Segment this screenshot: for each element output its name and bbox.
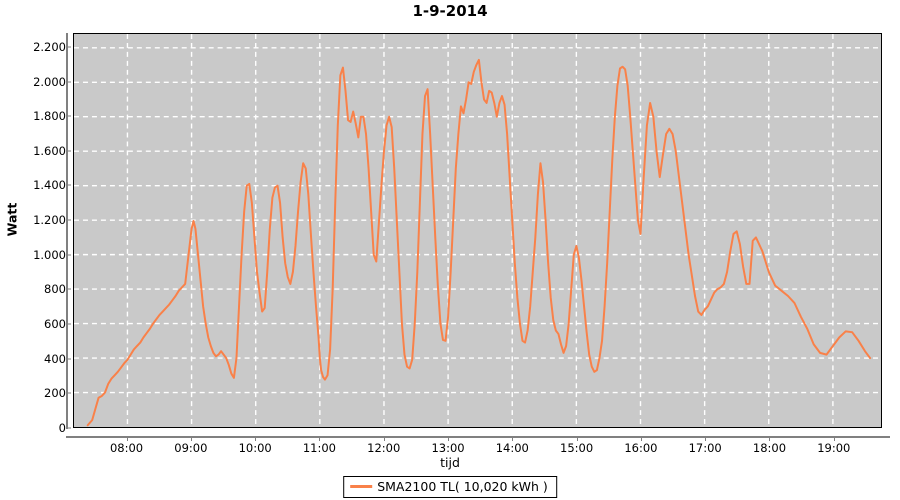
chart-legend: SMA2100 TL( 10,020 kWh ): [343, 476, 557, 498]
x-tick-label: 16:00: [624, 441, 658, 455]
y-tick-label: 2.000: [33, 74, 66, 89]
y-tick-mark: [66, 184, 71, 186]
x-tick-label: 08:00: [109, 441, 144, 455]
x-tick-label: 14:00: [495, 441, 529, 455]
x-axis-line: [66, 436, 890, 438]
x-tick-mark: [512, 436, 514, 441]
x-tick-mark: [319, 436, 321, 441]
x-tick-label: 12:00: [367, 441, 401, 455]
y-tick-label: 400: [44, 351, 66, 366]
x-tick-mark: [383, 436, 385, 441]
x-tick-label: 13:00: [431, 441, 465, 455]
y-tick-label: 1.000: [33, 247, 66, 262]
x-tick-label: 11:00: [302, 441, 337, 455]
grid-lines: [74, 34, 881, 427]
y-tick-label: 1.200: [33, 213, 66, 228]
x-tick-mark: [576, 436, 578, 441]
x-tick-mark: [190, 436, 192, 441]
y-tick-mark: [66, 323, 71, 325]
x-tick-label: 15:00: [560, 441, 594, 455]
x-tick-label: 10:00: [238, 441, 272, 455]
y-tick-mark: [66, 115, 71, 117]
y-tick-mark: [66, 46, 71, 48]
y-axis-line: [66, 33, 68, 429]
y-tick-label: 1.800: [33, 109, 66, 124]
x-tick-mark: [640, 436, 642, 441]
y-tick-mark: [66, 81, 71, 82]
x-tick-label: 17:00: [688, 441, 722, 455]
x-axis-title: tijd: [440, 455, 460, 470]
x-tick-label: 18:00: [752, 441, 787, 455]
y-tick-label: 2.200: [33, 39, 66, 54]
y-tick-mark: [66, 288, 71, 290]
plot-area: [73, 33, 882, 428]
x-tick-mark: [833, 436, 835, 441]
y-tick-label: 800: [44, 282, 66, 297]
x-tick-label: 09:00: [174, 441, 208, 455]
x-tick-label: 19:00: [817, 441, 851, 455]
x-tick-mark: [705, 436, 707, 441]
y-tick-mark: [66, 254, 71, 256]
y-tick-label: 1.600: [33, 143, 66, 158]
x-tick-mark: [255, 436, 257, 441]
legend-color-swatch: [350, 485, 373, 488]
y-axis-title: Watt: [4, 202, 20, 237]
y-tick-mark: [66, 392, 71, 394]
x-tick-mark: [126, 436, 128, 441]
y-tick-mark: [66, 150, 71, 152]
legend-entry-label: SMA2100 TL( 10,020 kWh ): [377, 479, 548, 494]
y-tick-label: 200: [44, 386, 66, 401]
y-tick-mark: [66, 427, 71, 429]
y-tick-label: 600: [44, 317, 66, 332]
y-axis-ticks: 0 200 400 600 800 1.000 1.200 1.400 1.600 1.800 2.…: [0, 0, 66, 500]
y-tick-mark: [66, 219, 71, 221]
y-tick-label: 0: [58, 421, 66, 435]
chart-title: 1-9-2014: [412, 2, 488, 20]
x-tick-mark: [448, 436, 450, 441]
x-tick-mark: [769, 436, 771, 441]
y-tick-label: 1.400: [33, 178, 66, 193]
y-tick-mark: [66, 358, 71, 360]
data-series-line: [86, 58, 872, 427]
